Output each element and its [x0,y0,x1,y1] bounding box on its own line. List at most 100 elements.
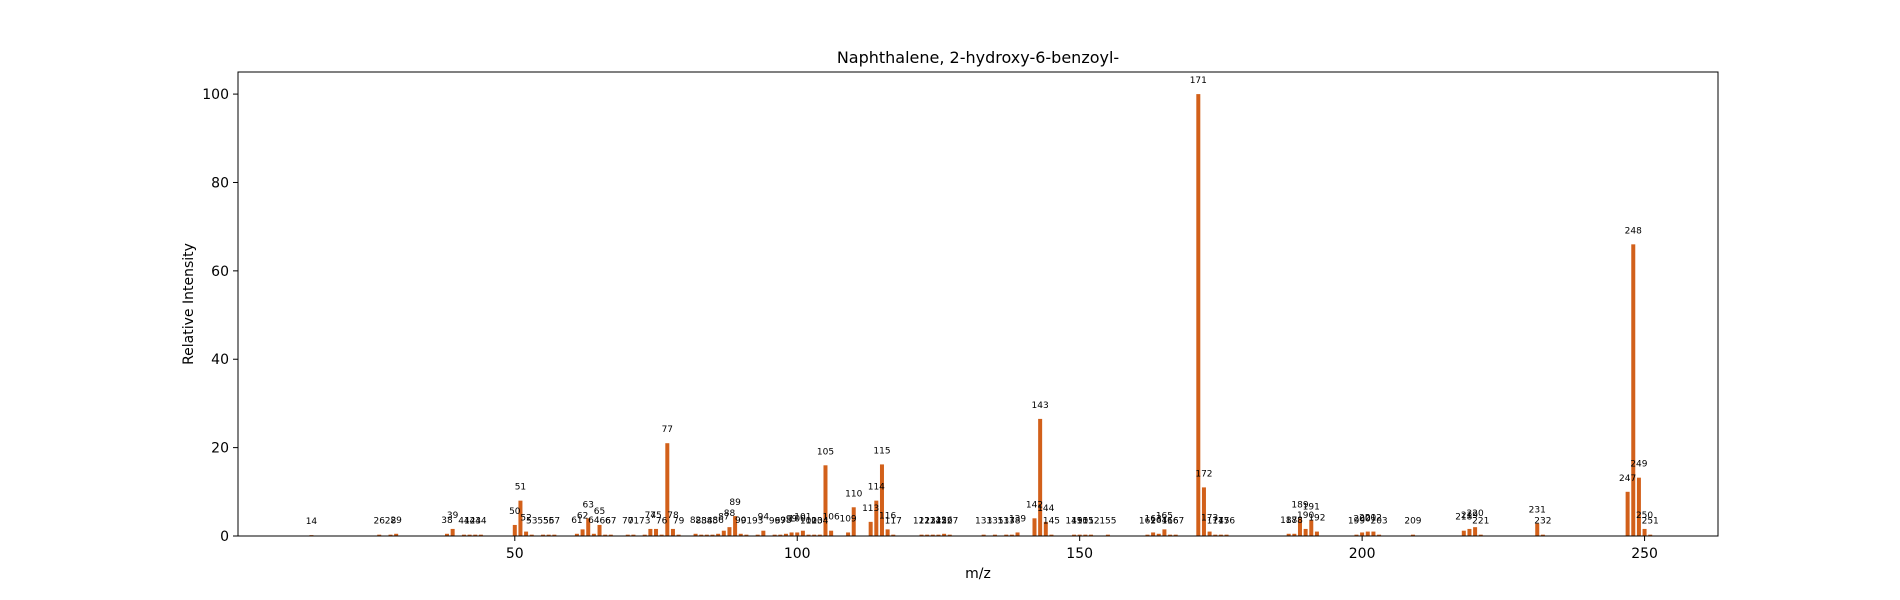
peak-label: 101 [794,513,811,523]
peak-label: 202 [1365,514,1382,524]
peak-bar [1478,534,1483,536]
peak-bar [1625,491,1630,536]
peak-bar [733,516,738,536]
peak-label: 221 [1472,517,1489,527]
peak-bar [772,534,777,536]
peak-label: 126 [936,516,953,526]
peak-label: 162 [1139,517,1156,527]
peak-bar [631,534,636,536]
peak-label: 26 [373,517,385,527]
y-tick-label: 100 [202,87,229,103]
peak-label: 219 [1461,511,1478,521]
peak-label: 174 [1207,517,1224,527]
peak-bar [1631,244,1636,536]
peak-bar [1467,528,1472,536]
y-axis-ticks: 0 20 40 60 80 100 [202,87,238,545]
peak-bar [642,534,647,536]
peak-bar [1303,528,1308,536]
peak-label: 218 [1455,513,1472,523]
peak-label: 42 [464,517,475,527]
peak-bar [450,528,455,536]
peak-label: 247 [1619,474,1636,484]
peak-label: 135 [986,517,1003,527]
peak-label: 44 [475,517,487,527]
peak-label: 166 [1161,517,1178,527]
peak-label: 149 [1065,517,1082,527]
peak-bar [1032,518,1037,536]
peak-bar [1105,534,1110,536]
peak-label: 232 [1534,517,1551,527]
peak-bar [1410,534,1415,536]
peak-label: 62 [577,511,588,521]
peak-bar [473,534,478,536]
peak-bar [727,527,732,536]
peak-bar [817,534,822,536]
peak-bar [1049,534,1054,536]
peak-bar [1088,534,1093,536]
peak-bar [699,534,704,536]
peak-bar [1004,534,1009,536]
peak-label: 167 [1167,517,1184,527]
peak-bar [541,534,546,536]
peak-bar [812,534,817,536]
peak-label: 66 [599,517,611,527]
peak-label: 82 [690,516,701,526]
peak-label: 151 [1077,517,1094,527]
peak-bar [1648,534,1653,536]
peak-label: 74 [645,511,657,521]
peak-label: 85 [707,517,718,527]
peak-bar [1354,534,1359,536]
peak-bar [1377,534,1382,536]
peak-bar [445,533,450,536]
plot-area-frame [237,71,1719,537]
peak-label: 103 [806,517,823,527]
peak-label: 90 [735,516,747,526]
peak-bar [1015,532,1020,536]
peak-bar [461,534,466,536]
peak-label: 78 [667,511,679,521]
peak-bar [648,528,653,536]
y-axis-label: Relative Intensity [181,243,197,365]
peak-label: 164 [1150,516,1167,526]
peak-bar [591,533,596,536]
peak-bar [608,534,613,536]
peak-bar [1371,531,1376,536]
peak-label: 83 [695,517,706,527]
peak-bar [512,524,517,536]
peak-bar [1162,529,1167,536]
peak-label: 28 [385,517,397,527]
peak-label: 127 [941,517,958,527]
peak-label: 43 [470,517,481,527]
peak-bar [1173,534,1178,536]
y-tick-label: 20 [211,441,229,457]
peak-label: 29 [390,516,402,526]
peak-label: 191 [1303,503,1320,513]
peak-bar [704,534,709,536]
peak-bar [992,534,997,536]
peak-bar [1201,487,1206,536]
peak-bar [1365,531,1370,536]
x-tick-label: 200 [1349,546,1376,562]
peak-bar [1072,534,1077,536]
peak-label: 38 [441,516,453,526]
peak-bar [716,533,721,536]
peak-label: 67 [605,517,616,527]
peak-label: 122 [913,517,930,527]
peak-bar [529,534,534,536]
peak-bar [478,534,483,536]
peak-label: 87 [718,513,729,523]
peak-bar [693,533,698,536]
peak-label: 93 [752,517,763,527]
peak-bar [1286,533,1291,536]
peak-bar [377,534,382,536]
peak-label: 173 [1201,514,1218,524]
peak-label: 124 [924,517,941,527]
peak-bar [524,531,529,536]
peak-label: 77 [662,425,673,435]
peak-label: 76 [656,517,668,527]
peak-bar [1156,533,1161,536]
peak-bar [1461,530,1466,536]
peak-label: 89 [729,498,741,508]
